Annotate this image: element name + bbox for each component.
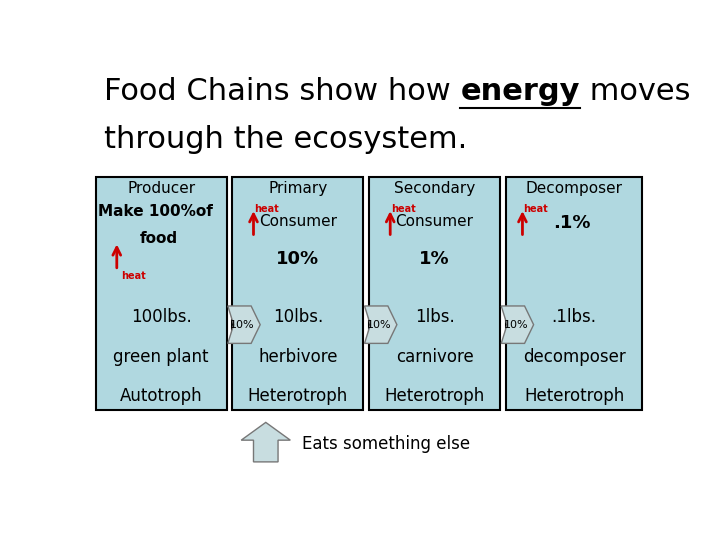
Text: herbivore: herbivore xyxy=(258,348,338,366)
Text: Consumer: Consumer xyxy=(395,214,474,230)
Text: Autotroph: Autotroph xyxy=(120,387,202,405)
Text: Primary: Primary xyxy=(269,181,328,196)
Polygon shape xyxy=(241,422,290,462)
Text: Eats something else: Eats something else xyxy=(302,435,470,453)
Text: 10%: 10% xyxy=(230,320,255,330)
Text: Food Chains show how: Food Chains show how xyxy=(104,77,461,106)
Text: green plant: green plant xyxy=(113,348,209,366)
Text: through the ecosystem.: through the ecosystem. xyxy=(104,125,467,154)
Text: Producer: Producer xyxy=(127,181,195,196)
Text: 1lbs.: 1lbs. xyxy=(415,308,454,326)
Polygon shape xyxy=(364,306,397,343)
Text: food: food xyxy=(140,231,179,246)
Text: Heterotroph: Heterotroph xyxy=(524,387,624,405)
Text: heat: heat xyxy=(255,204,279,214)
Text: heat: heat xyxy=(392,204,416,214)
Text: Decomposer: Decomposer xyxy=(526,181,623,196)
Text: 10lbs.: 10lbs. xyxy=(273,308,323,326)
Text: decomposer: decomposer xyxy=(523,348,626,366)
Text: 10%: 10% xyxy=(366,320,392,330)
Text: .1%: .1% xyxy=(553,214,590,233)
Text: 100lbs.: 100lbs. xyxy=(131,308,192,326)
Text: moves: moves xyxy=(580,77,690,106)
Text: Heterotroph: Heterotroph xyxy=(248,387,348,405)
FancyBboxPatch shape xyxy=(96,177,227,410)
FancyBboxPatch shape xyxy=(233,177,364,410)
Polygon shape xyxy=(501,306,534,343)
Polygon shape xyxy=(228,306,260,343)
Text: 10%: 10% xyxy=(276,250,320,268)
FancyBboxPatch shape xyxy=(505,177,642,410)
Text: Make 100%of: Make 100%of xyxy=(98,204,213,219)
Text: Secondary: Secondary xyxy=(394,181,475,196)
Text: Consumer: Consumer xyxy=(259,214,337,230)
Text: 1%: 1% xyxy=(419,250,450,268)
Text: energy: energy xyxy=(461,77,580,106)
Text: 10%: 10% xyxy=(503,320,528,330)
Text: Heterotroph: Heterotroph xyxy=(384,387,485,405)
Text: heat: heat xyxy=(121,271,146,281)
Text: carnivore: carnivore xyxy=(396,348,474,366)
Text: .1lbs.: .1lbs. xyxy=(552,308,597,326)
FancyBboxPatch shape xyxy=(369,177,500,410)
Text: heat: heat xyxy=(523,204,549,214)
